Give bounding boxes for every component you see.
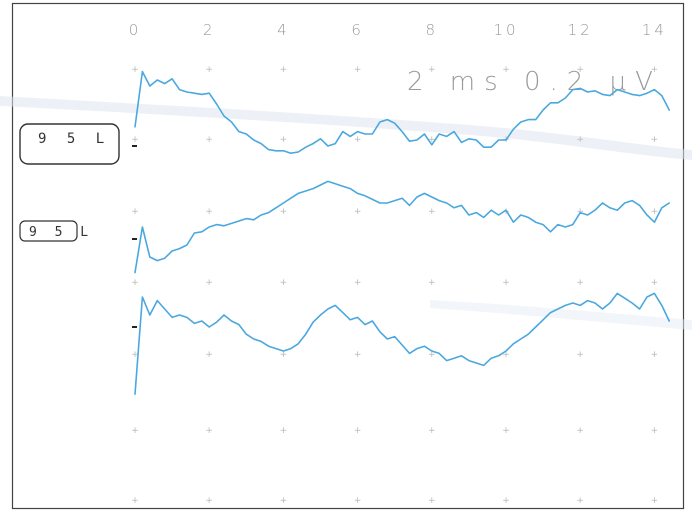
grid-marker: + [576,426,584,436]
grid-marker: + [428,135,436,145]
grid-marker: + [131,426,139,436]
grid-marker: + [354,426,362,436]
trace-line-1 [134,70,670,154]
grid-marker: + [502,426,510,436]
grid-marker: + [576,278,584,288]
grid-marker: + [428,426,436,436]
x-tick-label-14: 14 [642,21,667,39]
grid-marker: + [280,426,288,436]
grid-marker: + [131,65,139,75]
grid-marker: + [354,278,362,288]
grid-marker: + [651,278,659,288]
grid-marker: + [428,207,436,217]
grid-marker: + [131,350,139,360]
grid-marker: + [502,350,510,360]
x-tick-label-0: 0 [129,21,142,39]
x-tick-labels: 0 2 4 6 8 10 12 14 [129,21,667,39]
x-tick-label-10: 10 [493,21,518,39]
trace-label-2-frame [19,220,78,242]
grid-marker: + [280,350,288,360]
grid-marker: + [651,426,659,436]
grid-marker: + [280,496,288,506]
grid-marker: + [205,135,213,145]
grid-marker: + [280,278,288,288]
grid-marker: + [651,350,659,360]
scale-label: 2 ms 0.2 μV [407,67,662,97]
grid-marker: + [280,207,288,217]
grid-marker: + [502,496,510,506]
grid-marker: + [354,350,362,360]
x-tick-label-6: 6 [351,21,364,39]
grid-marker: + [205,65,213,75]
grid-marker: + [205,426,213,436]
x-tick-label-12: 12 [568,21,593,39]
grid-marker: + [131,496,139,506]
grid-marker: + [131,278,139,288]
chart-border [11,2,685,510]
grid-marker: + [576,350,584,360]
grid-marker: + [502,207,510,217]
paper-streak-2 [430,300,692,330]
trace-line-2 [134,180,670,274]
x-tick-label-4: 4 [277,21,290,39]
grid-marker: + [428,350,436,360]
x-tick-label-8: 8 [426,21,439,39]
grid-marker: + [428,278,436,288]
grid-marker: + [131,135,139,145]
grid-marker: + [131,207,139,217]
grid-marker: + [651,135,659,145]
trace-label-2: 9 5 L [29,225,93,240]
grid-marker: + [205,207,213,217]
trace-label-box-2: 9 5 L [19,220,93,242]
grid-marker: + [428,496,436,506]
trace-label-1-frame [19,123,120,165]
grid-marker: + [428,65,436,75]
grid-marker: + [651,496,659,506]
grid-marker: + [354,496,362,506]
x-tick-label-2: 2 [203,21,216,39]
grid-marker: + [576,65,584,75]
grid-marker: + [576,135,584,145]
paper-streak [0,96,692,160]
trace-label-1: 9 5 L [38,131,110,147]
grid-marker: + [354,135,362,145]
grid-marker: + [280,135,288,145]
grid-marker: + [205,496,213,506]
grid-marker: + [354,65,362,75]
grid-marker: + [354,207,362,217]
grid-marker: + [280,65,288,75]
grid-marker: + [502,278,510,288]
grid-marker: + [205,350,213,360]
trace-label-box-1: 9 5 L [19,123,120,165]
grid-marker: + [651,65,659,75]
grid-markers: + + + + + + + + + + + + + + + + + + + + + + + + + + + + + + + + + + + + + + + +… [131,65,658,506]
traces [134,70,670,395]
grid-marker: + [651,207,659,217]
grid-marker: + [576,496,584,506]
trace-line-3 [134,292,670,395]
grid-marker: + [205,278,213,288]
grid-marker: + [502,65,510,75]
